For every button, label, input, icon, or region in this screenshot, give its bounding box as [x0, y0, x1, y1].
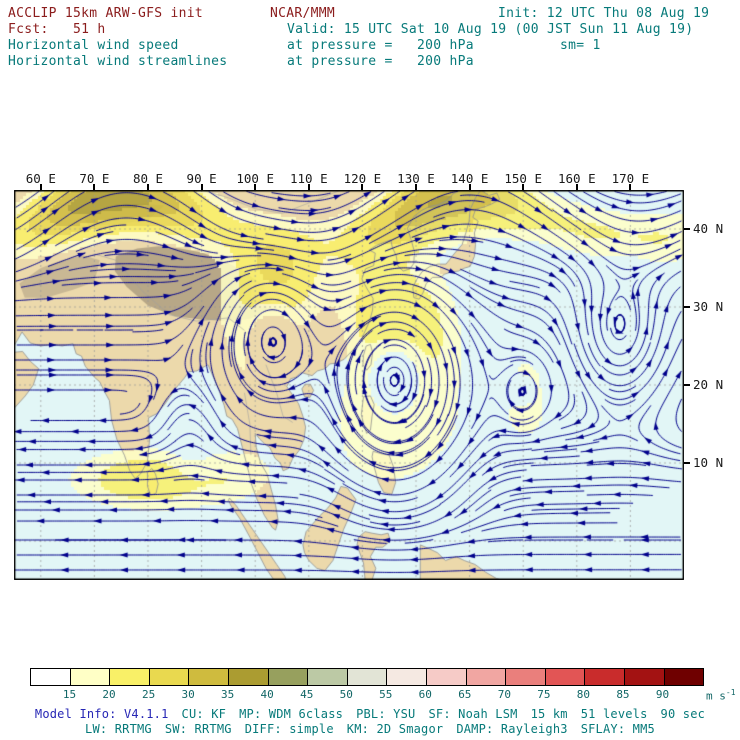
colorbar-cell [268, 669, 309, 685]
lon-tick-label: 70 E [79, 171, 110, 186]
lon-tickmark [415, 184, 417, 190]
footer-item: DIFF: simple [244, 722, 334, 736]
colorbar-tick-label: 80 [576, 688, 591, 701]
model-title: ACCLIP 15km ARW-GFS init [8, 6, 204, 21]
pressure-level-1: at pressure = 200 hPa [287, 38, 474, 53]
colorbar-tick-label: 30 [181, 688, 195, 701]
colorbar-tick-label: 85 [616, 688, 630, 701]
lon-tick-label: 90 E [186, 171, 217, 186]
forecast-hour: Fcst: 51 h [8, 22, 106, 37]
colorbar-cell [110, 669, 150, 685]
footer-item: SF: Noah LSM [428, 707, 518, 721]
colorbar-cell [506, 669, 546, 685]
colorbar-tick-label: 65 [458, 688, 472, 701]
lat-tickmark [684, 228, 690, 230]
footer-item: 15 km [530, 707, 568, 721]
footer-item: PBL: YSU [356, 707, 416, 721]
colorbar-cell [387, 669, 427, 685]
lon-tick-label: 80 E [132, 171, 164, 186]
footer-item: Model Info: V4.1.1 [34, 707, 169, 721]
lon-tick-label: 60 E [25, 171, 56, 186]
colorbar-cell [624, 669, 665, 685]
lon-tickmark [254, 184, 257, 190]
lon-tickmark [147, 184, 149, 190]
colorbar-tick-label: 20 [102, 688, 116, 701]
colorbar-tick-label: 55 [379, 688, 393, 701]
colorbar-cell [347, 669, 388, 685]
smoothing-label: sm= 1 [560, 38, 601, 53]
lon-tickmark [522, 184, 525, 190]
colorbar-tick-label: 90 [655, 688, 670, 701]
lon-tickmark [361, 184, 364, 190]
lat-tick-label: 20 N [693, 377, 724, 392]
footer-line2: LW: RRTMG SW: RRTMG DIFF: simple KM: 2D Sma… [0, 722, 740, 736]
lat-tickmark [684, 306, 690, 308]
field-stream-label: Horizontal wind streamlines [8, 54, 228, 69]
map-canvas [14, 190, 684, 580]
pressure-level-2: at pressure = 200 hPa [287, 54, 474, 69]
lon-tickmark [93, 184, 96, 190]
lat-tick-label: 30 N [693, 299, 724, 314]
colorbar-tick-label: 70 [497, 688, 511, 701]
lat-tickmark [684, 462, 690, 464]
lon-tickmark [307, 184, 310, 190]
lon-tickmark [200, 184, 203, 190]
lon-tick-label: 140 E [450, 171, 489, 186]
colorbar-cell [426, 669, 467, 685]
colorbar-cell [585, 669, 625, 685]
colorbar-cell [189, 669, 229, 685]
colorbar-tick-label: 40 [260, 688, 274, 701]
colorbar-labels: 15 20 25 30 35 40 45 50 55 60 65 70 75 80 85 90 [30, 688, 702, 702]
footer-item: CU: KF [181, 707, 227, 721]
footer-item: SW: RRTMG [164, 722, 232, 736]
init-time: Init: 12 UTC Thu 08 Aug 19 [498, 6, 710, 21]
colorbar-cell [70, 669, 111, 685]
lon-tick-label: 120 E [343, 171, 382, 186]
colorbar-tick-label: 25 [141, 688, 156, 701]
footer-item: LW: RRTMG [85, 722, 152, 736]
colorbar-unit-exponent: -1 [725, 688, 736, 697]
footer-line1: Model Info: V4.1.1 CU: KF MP: WDM 6class PB… [0, 707, 740, 721]
lon-tickmark [39, 184, 42, 190]
colorbar-tick-label: 35 [221, 688, 235, 701]
colorbar-cell [545, 669, 586, 685]
colorbar-cell [466, 669, 507, 685]
lon-tick-label: 150 E [504, 171, 543, 186]
colorbar-cell [228, 669, 269, 685]
colorbar-cell [149, 669, 190, 685]
org-label: NCAR/MMM [270, 6, 336, 21]
lat-tickmark [684, 384, 690, 386]
colorbar-unit: m s-1 [706, 688, 736, 703]
colorbar-tick-label: 45 [300, 688, 314, 701]
colorbar-cell [664, 669, 704, 685]
footer-item: 51 levels [580, 707, 648, 721]
lon-tickmark [575, 184, 578, 190]
field-speed-label: Horizontal wind speed [8, 38, 179, 53]
lat-tick-label: 40 N [693, 221, 724, 236]
valid-time: Valid: 15 UTC Sat 10 Aug 19 (00 JST Sun … [287, 22, 694, 37]
lon-tick-label: 130 E [397, 171, 435, 186]
colorbar [30, 668, 704, 686]
footer-item: MP: WDM 6class [239, 707, 344, 721]
lon-tickmark [629, 184, 632, 190]
lon-tick-label: 170 E [611, 171, 650, 186]
lat-tick-label: 10 N [693, 455, 724, 470]
colorbar-tick-label: 60 [418, 688, 432, 701]
lon-tick-label: 160 E [557, 171, 596, 186]
colorbar-cell [308, 669, 348, 685]
colorbar-tick-label: 50 [339, 688, 353, 701]
footer-item: 90 sec [660, 707, 706, 721]
colorbar-cell [31, 669, 71, 685]
colorbar-tick-label: 75 [537, 688, 551, 701]
footer-item: KM: 2D Smagor [346, 722, 444, 736]
colorbar-unit-base: m s [706, 689, 726, 703]
colorbar-tick-label: 15 [62, 688, 77, 701]
footer-item: SFLAY: MM5 [580, 722, 655, 736]
lon-tickmark [468, 184, 471, 190]
lon-tick-label: 110 E [289, 171, 328, 186]
lon-tick-label: 100 E [236, 171, 275, 186]
footer-item: DAMP: Rayleigh3 [456, 722, 568, 736]
